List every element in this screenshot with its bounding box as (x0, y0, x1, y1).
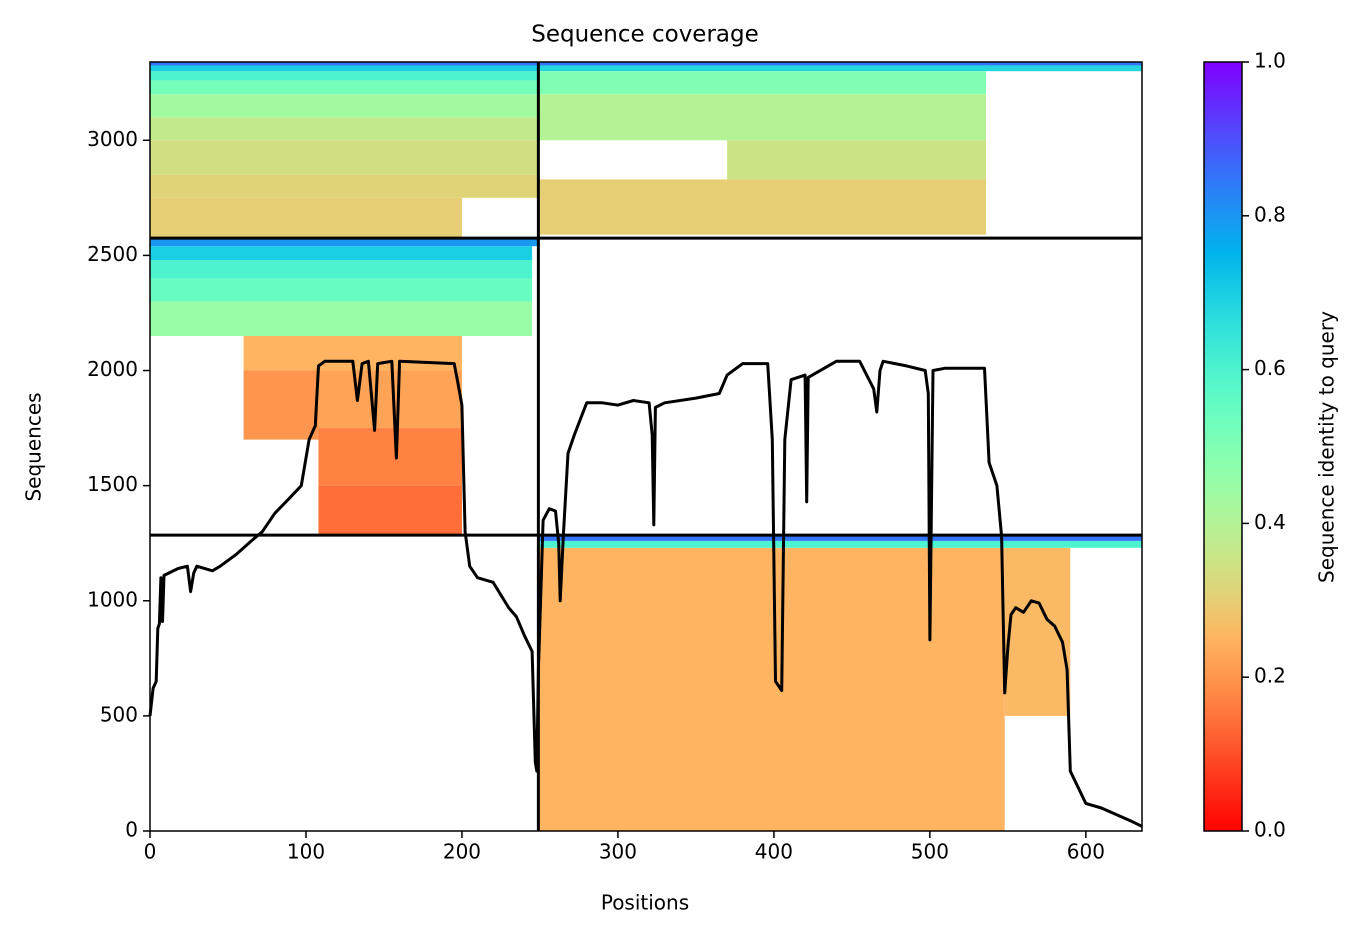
coverage-band (150, 278, 533, 302)
coverage-band (318, 370, 462, 429)
y-tick-label: 500 (100, 702, 138, 726)
coverage-band (150, 246, 533, 261)
plot-frame (149, 61, 1143, 832)
colorbar-tick-label: 0.0 (1254, 818, 1286, 842)
x-tick-label: 500 (911, 840, 949, 864)
coverage-band (150, 94, 539, 118)
coverage-band (150, 62, 1142, 66)
x-tick-label: 0 (144, 840, 157, 864)
coverage-band (243, 370, 319, 440)
colorbar-label: Sequence identity to query (1315, 311, 1339, 583)
coverage-band (538, 71, 987, 95)
coverage-band (150, 197, 462, 237)
plot-area (148, 62, 1143, 831)
x-axis-label: Positions (601, 891, 689, 915)
coverage-band (318, 485, 462, 536)
colorbar-tick-label: 0.6 (1254, 356, 1286, 380)
colorbar-tick-label: 0.8 (1254, 202, 1286, 226)
colorbar-tick-label: 0.2 (1254, 664, 1286, 688)
y-tick-label: 1000 (87, 587, 138, 611)
coverage-band (538, 94, 987, 141)
coverage-band (150, 71, 539, 81)
y-tick-label: 2000 (87, 357, 138, 381)
coverage-band (538, 179, 987, 235)
coverage-band (318, 428, 462, 486)
colorbar-tick-label: 1.0 (1254, 49, 1286, 73)
coverage-band (538, 540, 1142, 548)
coverage-band (150, 117, 539, 141)
x-tick-label: 600 (1067, 840, 1105, 864)
y-axis-label: Sequences (22, 392, 46, 501)
colorbar-tick-label: 0.4 (1254, 510, 1286, 534)
x-tick-label: 100 (287, 840, 325, 864)
y-tick-label: 0 (125, 818, 138, 842)
coverage-band (150, 260, 533, 279)
coverage-line (148, 359, 1143, 828)
coverage-band (538, 65, 1142, 72)
coverage-band (150, 301, 533, 336)
x-tick-label: 400 (755, 840, 793, 864)
coverage-band (538, 535, 1142, 541)
coverage-band (150, 238, 539, 247)
coverage-band (1004, 547, 1071, 716)
coverage-band (150, 80, 539, 95)
y-tick-label: 1500 (87, 472, 138, 496)
x-tick-label: 300 (599, 840, 637, 864)
y-tick-label: 3000 (87, 127, 138, 151)
x-tick-label: 200 (443, 840, 481, 864)
coverage-band (727, 140, 987, 180)
coverage-band (538, 547, 1005, 831)
coverage-band (150, 174, 539, 198)
chart-title: Sequence coverage (531, 22, 759, 48)
y-tick-label: 2500 (87, 242, 138, 266)
colorbar (1203, 61, 1243, 832)
coverage-band (150, 65, 539, 72)
coverage-band (150, 140, 539, 175)
